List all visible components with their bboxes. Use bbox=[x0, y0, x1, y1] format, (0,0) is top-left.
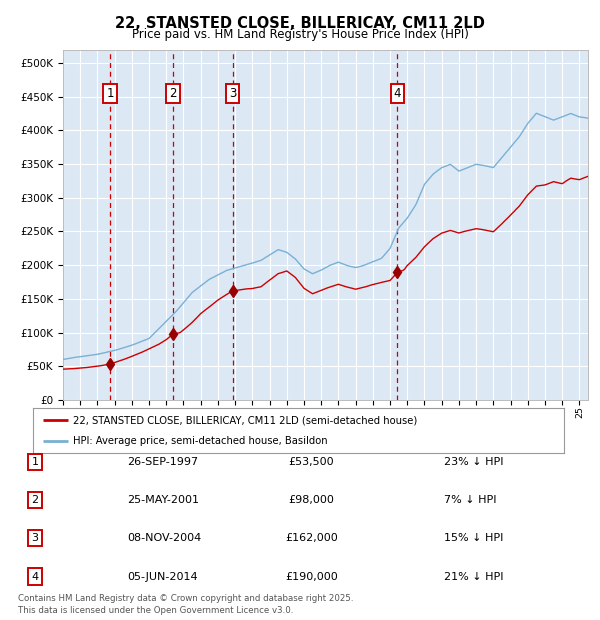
Text: 3: 3 bbox=[229, 87, 236, 100]
Text: 4: 4 bbox=[31, 572, 38, 582]
Text: 05-JUN-2014: 05-JUN-2014 bbox=[127, 572, 198, 582]
Text: 2: 2 bbox=[31, 495, 38, 505]
Text: Contains HM Land Registry data © Crown copyright and database right 2025.
This d: Contains HM Land Registry data © Crown c… bbox=[18, 594, 353, 615]
Text: £53,500: £53,500 bbox=[289, 457, 334, 467]
Text: 3: 3 bbox=[32, 533, 38, 543]
Text: £162,000: £162,000 bbox=[285, 533, 338, 543]
Text: 15% ↓ HPI: 15% ↓ HPI bbox=[444, 533, 503, 543]
Text: Price paid vs. HM Land Registry's House Price Index (HPI): Price paid vs. HM Land Registry's House … bbox=[131, 28, 469, 41]
Text: 25-MAY-2001: 25-MAY-2001 bbox=[127, 495, 199, 505]
Text: 23% ↓ HPI: 23% ↓ HPI bbox=[444, 457, 503, 467]
Text: 2: 2 bbox=[169, 87, 177, 100]
Text: £98,000: £98,000 bbox=[289, 495, 334, 505]
Text: £190,000: £190,000 bbox=[285, 572, 338, 582]
Text: HPI: Average price, semi-detached house, Basildon: HPI: Average price, semi-detached house,… bbox=[73, 435, 328, 446]
Text: 7% ↓ HPI: 7% ↓ HPI bbox=[444, 495, 497, 505]
Text: 1: 1 bbox=[32, 457, 38, 467]
Text: 1: 1 bbox=[106, 87, 114, 100]
Text: 4: 4 bbox=[394, 87, 401, 100]
Text: 26-SEP-1997: 26-SEP-1997 bbox=[127, 457, 199, 467]
Text: 22, STANSTED CLOSE, BILLERICAY, CM11 2LD: 22, STANSTED CLOSE, BILLERICAY, CM11 2LD bbox=[115, 16, 485, 31]
Text: 21% ↓ HPI: 21% ↓ HPI bbox=[444, 572, 503, 582]
Text: 22, STANSTED CLOSE, BILLERICAY, CM11 2LD (semi-detached house): 22, STANSTED CLOSE, BILLERICAY, CM11 2LD… bbox=[73, 415, 417, 425]
Text: 08-NOV-2004: 08-NOV-2004 bbox=[127, 533, 202, 543]
